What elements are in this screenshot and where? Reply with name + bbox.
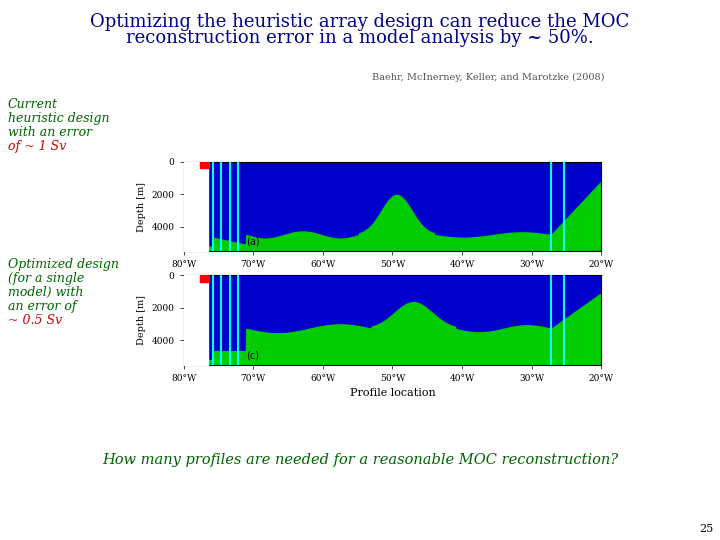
X-axis label: Profile location: Profile location bbox=[349, 388, 436, 398]
Text: Current: Current bbox=[8, 98, 58, 111]
Text: (a): (a) bbox=[246, 237, 260, 247]
Text: Optimized design: Optimized design bbox=[8, 258, 119, 271]
Text: reconstruction error in a model analysis by ~ 50%.: reconstruction error in a model analysis… bbox=[126, 29, 594, 47]
Text: an error of: an error of bbox=[8, 300, 76, 313]
Text: ~ 0.5 Sv: ~ 0.5 Sv bbox=[8, 314, 62, 327]
Y-axis label: Depth [m]: Depth [m] bbox=[137, 295, 146, 345]
Text: How many profiles are needed for a reasonable MOC reconstruction?: How many profiles are needed for a reaso… bbox=[102, 453, 618, 467]
Text: Baehr, McInerney, Keller, and Marotzke (2008): Baehr, McInerney, Keller, and Marotzke (… bbox=[372, 73, 605, 82]
Text: heuristic design: heuristic design bbox=[8, 112, 109, 125]
Text: 25: 25 bbox=[700, 524, 714, 534]
Text: with an error: with an error bbox=[8, 126, 92, 139]
Text: (c): (c) bbox=[246, 350, 259, 360]
Y-axis label: Depth [m]: Depth [m] bbox=[137, 181, 146, 232]
Text: Optimizing the heuristic array design can reduce the MOC: Optimizing the heuristic array design ca… bbox=[91, 13, 629, 31]
Text: of ~ 1 Sv: of ~ 1 Sv bbox=[8, 140, 66, 153]
Text: (for a single: (for a single bbox=[8, 272, 84, 285]
Text: model) with: model) with bbox=[8, 286, 84, 299]
